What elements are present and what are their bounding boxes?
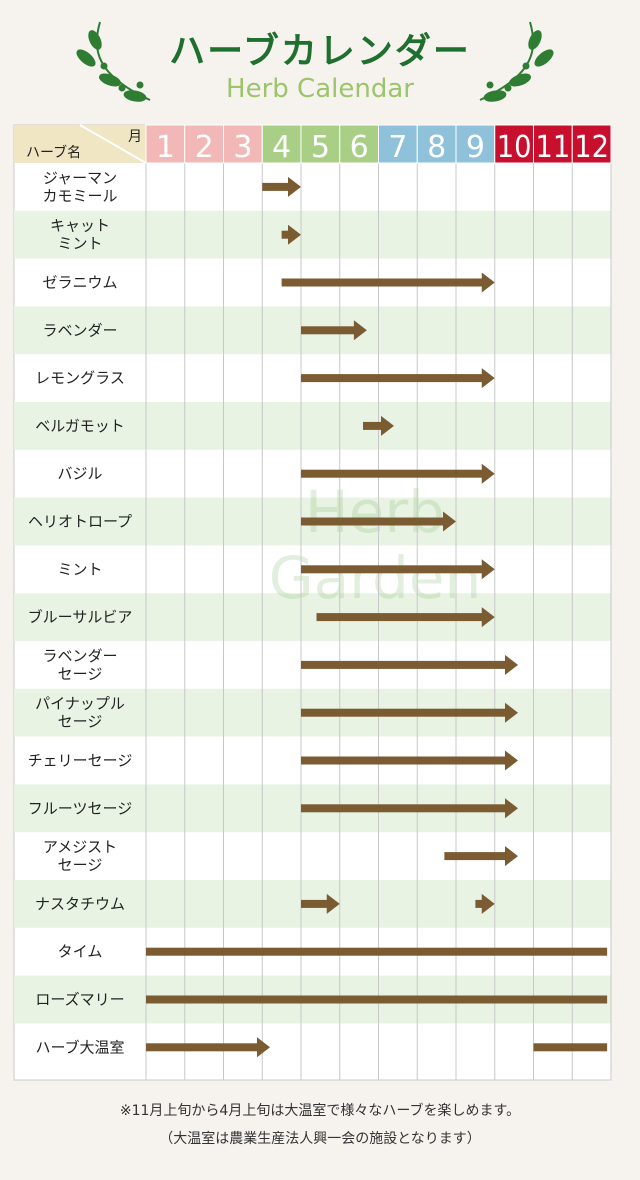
footnote-line1: ※11月上旬から4月上旬は大温室で様々なハーブを楽しめます。 <box>119 1103 521 1119</box>
season-bar <box>301 320 367 341</box>
month-cell <box>455 124 496 164</box>
month-cell <box>145 124 186 164</box>
herb-name: ナスタチウム <box>35 895 125 913</box>
month-label: 3 <box>233 130 252 165</box>
herb-name: パイナップルセージ <box>35 695 125 731</box>
season-bar <box>262 176 301 197</box>
season-bar <box>301 559 495 580</box>
herb-name: レモングラス <box>35 369 125 387</box>
month-label: 11 <box>536 130 571 165</box>
herb-name: ヘリオトロープ <box>28 513 132 531</box>
season-bar <box>475 893 495 914</box>
month-label: 9 <box>466 130 485 165</box>
season-bar <box>301 702 518 723</box>
season-bar <box>533 1043 608 1052</box>
herb-name: ゼラニウム <box>42 274 117 292</box>
laurel-left-icon <box>76 21 151 102</box>
month-label: 8 <box>427 130 446 165</box>
row-band <box>14 210 611 259</box>
header-month-label: 月 <box>128 129 142 145</box>
season-bar <box>301 798 518 819</box>
season-bar <box>301 750 518 771</box>
month-header: 月 ハーブ名 <box>14 124 147 164</box>
season-bar <box>301 654 518 675</box>
watermark-line1: Herb <box>305 478 445 546</box>
season-bar <box>301 893 340 914</box>
month-label: 5 <box>311 130 330 165</box>
herb-name: ラベンダー <box>42 321 117 339</box>
month-label: 2 <box>195 130 214 165</box>
month-label: 4 <box>272 130 291 165</box>
month-label: 12 <box>574 130 609 165</box>
herb-name: フルーツセージ <box>28 799 132 817</box>
header-diagonal <box>79 124 147 164</box>
month-cell <box>571 124 612 164</box>
month-cell <box>223 124 263 164</box>
herb-name: ベルガモット <box>35 417 125 435</box>
herb-name: ハーブ大温室 <box>35 1038 124 1056</box>
season-bars <box>146 176 608 1058</box>
herb-name: ジャーマンカモミール <box>42 169 117 205</box>
row-band <box>14 593 611 641</box>
header-name-label: ハーブ名 <box>26 144 81 161</box>
season-bar <box>444 846 518 867</box>
month-cell <box>416 124 457 164</box>
month-label: 7 <box>388 130 407 165</box>
month-cells: 1 2 3 4 5 6 7 8 9 10 11 12 <box>145 124 612 165</box>
watermark: Herb Garden <box>269 478 482 612</box>
herb-name: ミント <box>57 560 102 578</box>
laurel-decoration <box>76 21 554 102</box>
footnote-line2: （大温室は農業生産法人興一会の施設となります） <box>159 1131 481 1147</box>
month-label: 6 <box>350 130 369 165</box>
laurel-right-icon <box>479 21 554 102</box>
page-subtitle: Herb Calendar <box>226 74 414 104</box>
page-title: ハーブカレンダー <box>169 31 471 72</box>
season-bar <box>316 607 495 628</box>
month-label: 10 <box>497 130 532 165</box>
season-bar <box>301 368 495 389</box>
herb-name: バジル <box>57 465 102 483</box>
month-cell <box>300 124 341 164</box>
herb-name: キャットミント <box>50 217 110 253</box>
season-bar <box>146 1037 270 1058</box>
season-bar <box>281 272 495 293</box>
herb-names: ジャーマンカモミールキャットミントゼラニウムラベンダーレモングラスベルガモットバ… <box>28 169 133 1056</box>
row-band <box>14 402 611 450</box>
herb-name: チェリーセージ <box>28 752 133 770</box>
herb-name: アメジストセージ <box>43 838 117 874</box>
season-bar <box>146 947 608 956</box>
month-cell <box>494 124 534 164</box>
month-cell <box>339 124 379 164</box>
season-bar <box>301 511 456 532</box>
herb-name: タイム <box>58 943 103 961</box>
month-label: 1 <box>156 130 175 165</box>
herb-name: ローズマリー <box>35 991 124 1009</box>
month-cell <box>533 124 573 164</box>
season-bar <box>146 995 608 1004</box>
season-bar <box>301 463 495 484</box>
season-bar <box>363 415 394 436</box>
season-bar <box>281 224 301 245</box>
herb-name: ブルーサルビア <box>28 608 133 626</box>
watermark-line2: Garden <box>269 544 482 612</box>
header-name-cell <box>14 125 146 163</box>
herb-name: ラベンダーセージ <box>42 647 117 683</box>
